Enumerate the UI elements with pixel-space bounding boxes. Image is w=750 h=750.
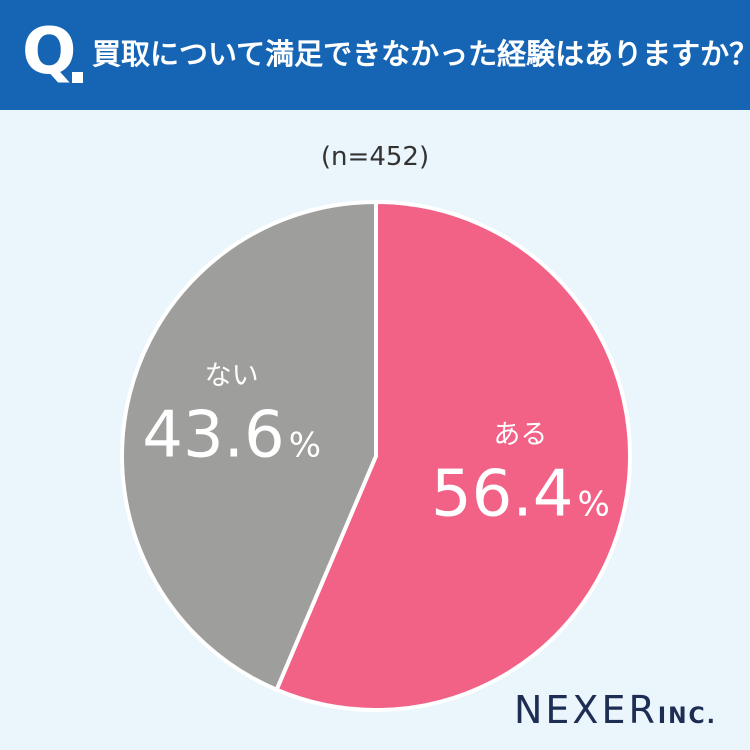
brand-logo: NEXERINC. [514, 688, 717, 739]
sample-size: (n=452) [320, 142, 430, 172]
slice-label-nai: ない [205, 361, 259, 392]
pie-slice-nai [120, 200, 378, 692]
slice-label-aru: ある [493, 419, 547, 450]
q-mark: Q [22, 15, 77, 89]
brand-suffix: INC. [657, 704, 717, 729]
brand-name: NEXER [514, 688, 658, 732]
pie-slice-aru [274, 200, 632, 712]
question-text: 買取について満足できなかった経験はありますか？ [92, 37, 750, 71]
q-dot-icon [72, 72, 83, 83]
slice-value-nai: 43.6% [142, 399, 321, 473]
slice-value-aru: 56.4% [431, 457, 610, 531]
question-header: Q 買取について満足できなかった経験はありますか？ [0, 0, 750, 110]
